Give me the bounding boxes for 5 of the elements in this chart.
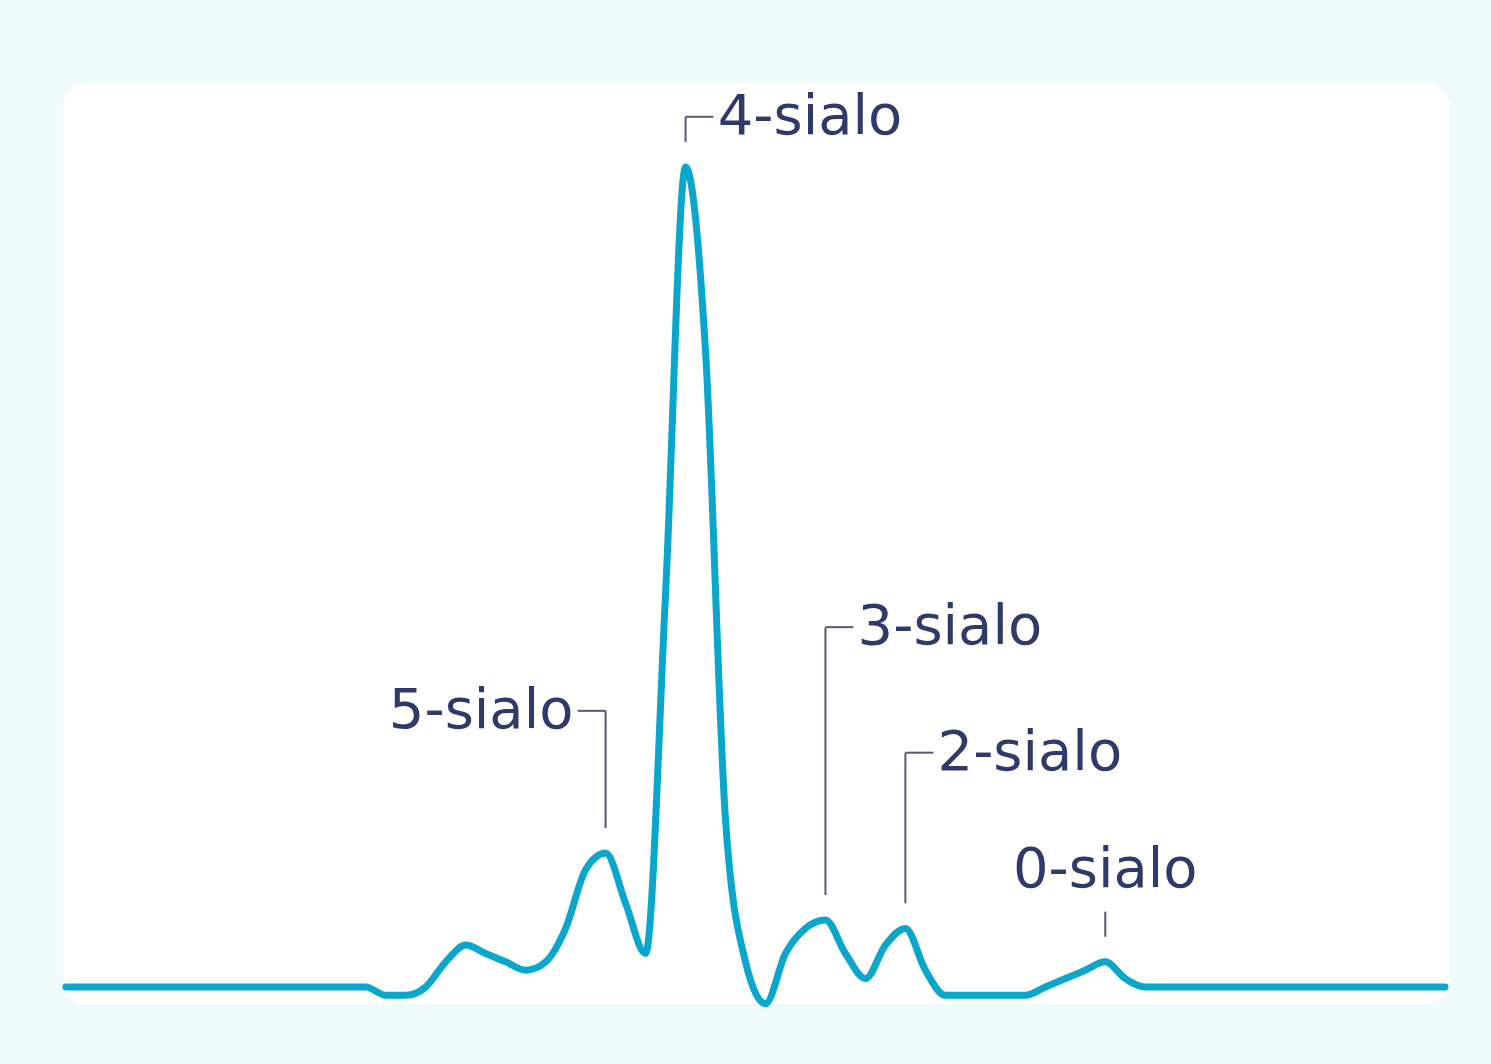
annotation: 5-sialo xyxy=(388,675,574,741)
annotation: 3-sialo xyxy=(857,592,1043,658)
annotation: 2-sialo xyxy=(937,717,1123,783)
text: 4-sialo xyxy=(717,81,903,147)
annotation: 0-sialo xyxy=(1012,834,1198,900)
